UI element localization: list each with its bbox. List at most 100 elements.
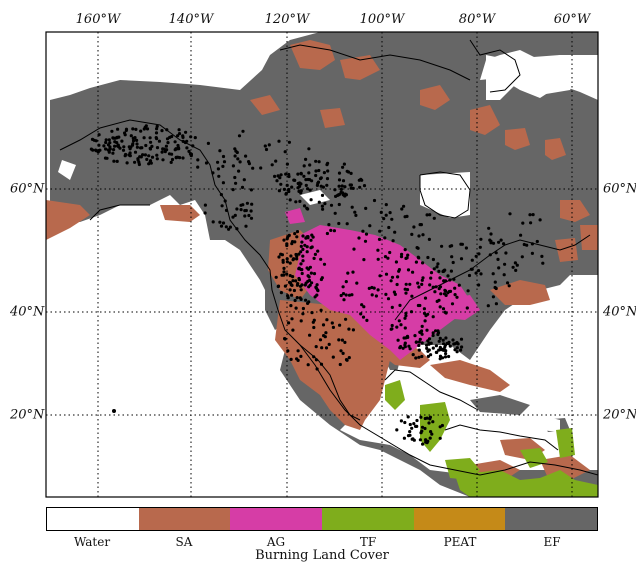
fire-dot	[164, 144, 168, 148]
fire-dot	[313, 295, 317, 299]
fire-dot	[455, 295, 459, 299]
fire-dot	[196, 158, 200, 162]
fire-dot	[317, 168, 321, 173]
fire-dot	[280, 273, 284, 277]
fire-dot	[370, 293, 374, 297]
fire-dot	[337, 202, 341, 207]
fire-dot	[304, 183, 308, 187]
fire-dot	[413, 334, 417, 338]
fire-dot	[149, 140, 153, 144]
fire-dot	[148, 159, 153, 163]
fire-dot	[290, 293, 294, 297]
fire-dot	[337, 178, 342, 182]
fire-dot	[304, 298, 308, 302]
fire-dot	[448, 289, 453, 293]
fire-dot	[233, 154, 237, 158]
fire-dot	[540, 254, 544, 258]
fire-dot	[474, 271, 478, 275]
fire-dot	[410, 294, 414, 298]
fire-dot	[342, 162, 346, 166]
fire-dot	[216, 167, 220, 171]
fire-dot	[396, 275, 400, 279]
fire-dot	[349, 171, 353, 175]
fire-dot	[297, 252, 301, 256]
fire-dot	[376, 257, 380, 261]
fire-dot	[116, 144, 120, 148]
fire-dot	[437, 269, 441, 273]
latitude-label-left: 20°N	[10, 407, 45, 423]
fire-dot	[399, 419, 403, 423]
fire-dot	[455, 346, 459, 350]
fire-dot	[154, 131, 159, 135]
fire-dot	[420, 354, 424, 359]
fire-dot	[150, 155, 155, 159]
fire-dot	[298, 199, 302, 203]
fire-dot	[432, 267, 436, 271]
fire-dot	[438, 285, 443, 289]
fire-dot	[324, 331, 328, 335]
fire-dot	[301, 254, 305, 258]
fire-dot	[231, 188, 235, 192]
fire-dot	[227, 227, 231, 231]
fire-dot	[452, 277, 456, 281]
fire-dot	[438, 345, 442, 349]
fire-dot	[364, 206, 368, 210]
fire-dot	[148, 136, 152, 140]
fire-dot	[421, 276, 425, 280]
fire-dot	[417, 256, 421, 260]
fire-dot	[299, 319, 303, 323]
fire-dot	[438, 276, 442, 280]
fire-dot	[281, 260, 285, 264]
fire-dot	[358, 185, 362, 189]
fire-dot	[453, 293, 457, 297]
fire-dot	[444, 349, 448, 353]
fire-dot	[308, 163, 312, 167]
fire-dot	[425, 328, 429, 332]
fire-dot	[331, 325, 335, 329]
fire-dot	[362, 305, 366, 309]
fire-dot	[437, 339, 441, 343]
fire-dot	[412, 438, 416, 442]
fire-dot	[423, 296, 428, 300]
fire-dot	[280, 253, 284, 257]
fire-dot	[520, 255, 524, 259]
fire-dot	[98, 148, 102, 152]
fire-dot	[457, 283, 461, 287]
fire-dot	[337, 184, 341, 188]
fire-dot	[305, 266, 309, 270]
fire-dot	[291, 275, 295, 279]
fire-dot	[282, 270, 286, 274]
fire-dot	[291, 328, 295, 332]
fire-dot	[333, 211, 337, 215]
fire-dot	[242, 178, 246, 182]
fire-dot	[416, 303, 420, 308]
fire-dot	[283, 337, 287, 341]
fire-dot	[111, 136, 115, 140]
fire-dot	[502, 242, 506, 246]
fire-dot	[301, 306, 305, 311]
fire-dot	[173, 140, 177, 144]
fire-dot	[309, 271, 313, 275]
fire-dot	[496, 257, 500, 261]
fire-dot	[155, 146, 160, 150]
fire-dot	[310, 281, 314, 285]
fire-dot	[514, 268, 518, 272]
fire-dot	[301, 259, 305, 263]
fire-dot	[417, 355, 421, 359]
fire-dot	[285, 237, 289, 241]
fire-dot	[287, 174, 291, 179]
fire-dot	[423, 426, 427, 431]
fire-dot	[94, 149, 98, 153]
fire-dot	[295, 235, 299, 239]
fire-dot	[376, 248, 380, 252]
fire-dot	[181, 156, 185, 160]
fire-dot	[306, 207, 310, 211]
fire-dot	[363, 239, 368, 243]
latitude-label-right: 20°N	[603, 407, 636, 423]
fire-dot	[383, 236, 387, 240]
fire-dot	[347, 293, 352, 297]
fire-dot	[494, 286, 498, 291]
fire-dot	[160, 129, 164, 133]
fire-dot	[504, 251, 508, 255]
fire-dot	[113, 144, 117, 148]
